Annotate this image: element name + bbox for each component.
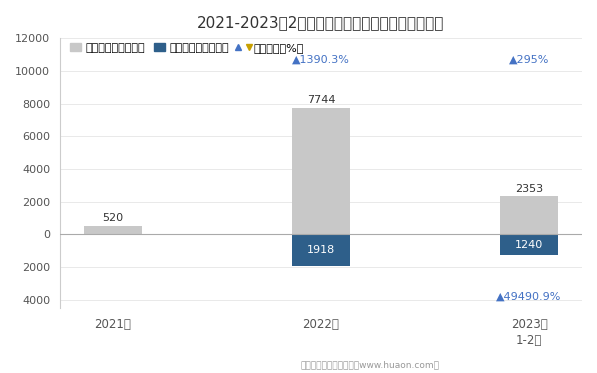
Text: 520: 520 <box>102 213 124 223</box>
Text: 7744: 7744 <box>307 95 335 105</box>
Bar <box>84 226 142 235</box>
Title: 2021-2023年2月河南民权保税物流中心进、出口额: 2021-2023年2月河南民权保税物流中心进、出口额 <box>197 15 445 30</box>
Text: ▲1390.3%: ▲1390.3% <box>292 54 350 65</box>
Text: 1240: 1240 <box>515 239 543 250</box>
Bar <box>500 235 558 255</box>
Legend: 出口总额（万美元）, 进口总额（万美元）, 同比增速（%）: 出口总额（万美元）, 进口总额（万美元）, 同比增速（%） <box>66 38 309 57</box>
Text: ▲295%: ▲295% <box>509 54 549 65</box>
Text: ▲49490.9%: ▲49490.9% <box>497 292 562 302</box>
Bar <box>500 196 558 235</box>
Bar <box>292 235 350 266</box>
Text: 1918: 1918 <box>307 245 335 255</box>
Text: 制图：华经产业研究院（www.huaon.com）: 制图：华经产业研究院（www.huaon.com） <box>301 360 439 369</box>
Text: 2353: 2353 <box>515 184 543 194</box>
Bar <box>292 108 350 235</box>
